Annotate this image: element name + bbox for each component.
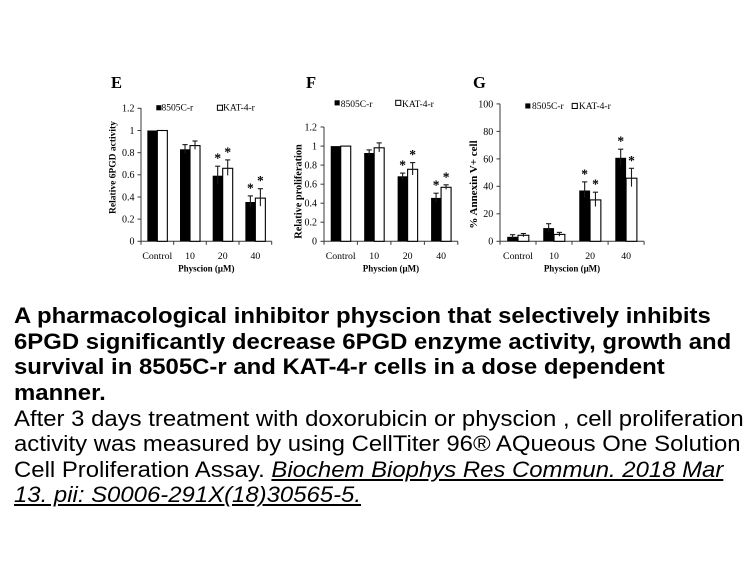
svg-text:60: 60 [483, 154, 493, 165]
svg-text:Physcion (μM): Physcion (μM) [363, 264, 419, 274]
svg-text:*: * [617, 134, 624, 149]
svg-text:*: * [257, 173, 264, 188]
svg-text:Control: Control [326, 251, 356, 262]
svg-text:20: 20 [403, 251, 413, 262]
svg-text:0.2: 0.2 [305, 218, 318, 229]
svg-text:1.2: 1.2 [122, 104, 135, 115]
svg-text:20: 20 [218, 251, 228, 262]
svg-text:*: * [443, 169, 450, 184]
svg-text:*: * [214, 151, 221, 166]
svg-text:1.2: 1.2 [305, 122, 318, 133]
svg-text:*: * [592, 177, 599, 192]
svg-text:KAT-4-r: KAT-4-r [223, 103, 256, 113]
svg-text:40: 40 [436, 251, 446, 262]
svg-text:*: * [247, 180, 254, 195]
svg-text:0: 0 [130, 237, 135, 248]
svg-text:KAT-4-r: KAT-4-r [579, 102, 612, 112]
svg-text:0.6: 0.6 [122, 170, 135, 181]
svg-text:KAT-4-r: KAT-4-r [402, 100, 435, 110]
svg-text:E: E [111, 73, 122, 92]
svg-text:*: * [399, 158, 406, 173]
svg-text:10: 10 [185, 251, 195, 262]
svg-text:20: 20 [585, 251, 595, 262]
svg-text:8505C-r: 8505C-r [162, 103, 195, 113]
svg-text:0.6: 0.6 [305, 180, 318, 191]
svg-text:0.8: 0.8 [122, 148, 135, 159]
svg-text:*: * [224, 144, 231, 159]
svg-text:0.4: 0.4 [122, 192, 135, 203]
svg-text:0.8: 0.8 [305, 161, 318, 172]
svg-text:8505C-r: 8505C-r [341, 100, 374, 110]
svg-text:1: 1 [312, 142, 317, 153]
svg-text:0.4: 0.4 [305, 199, 318, 210]
svg-text:*: * [581, 166, 588, 181]
svg-text:0: 0 [488, 237, 493, 248]
svg-text:F: F [306, 73, 316, 92]
svg-text:20: 20 [483, 209, 493, 220]
svg-text:G: G [473, 73, 486, 92]
svg-text:8505C-r: 8505C-r [532, 102, 565, 112]
svg-text:*: * [409, 147, 416, 162]
svg-text:10: 10 [369, 251, 379, 262]
svg-text:0.2: 0.2 [122, 215, 135, 226]
svg-text:Relative 6PGD activity: Relative 6PGD activity [109, 121, 119, 214]
svg-text:*: * [628, 153, 635, 168]
svg-text:% Annexin V+ cell: % Annexin V+ cell [468, 140, 480, 228]
svg-text:40: 40 [483, 182, 493, 193]
svg-text:40: 40 [621, 251, 631, 262]
svg-text:0: 0 [312, 237, 317, 248]
svg-text:80: 80 [483, 127, 493, 138]
svg-text:Physcion (μM): Physcion (μM) [544, 264, 600, 274]
svg-text:100: 100 [478, 99, 493, 110]
svg-text:Control: Control [503, 251, 533, 262]
svg-text:1: 1 [130, 126, 135, 137]
svg-text:10: 10 [549, 251, 559, 262]
svg-text:Physcion (μM): Physcion (μM) [178, 264, 234, 274]
svg-text:*: * [433, 178, 440, 193]
svg-text:Relative proliferation: Relative proliferation [294, 144, 305, 239]
svg-text:Control: Control [142, 251, 172, 262]
svg-text:40: 40 [251, 251, 261, 262]
